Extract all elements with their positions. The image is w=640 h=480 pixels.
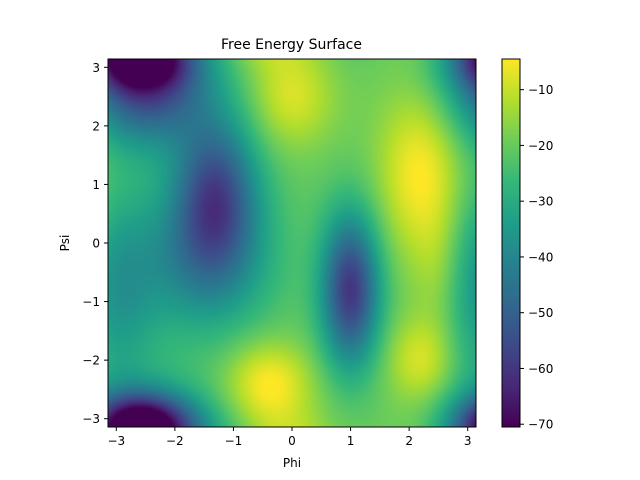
- y-tick-label: 3: [92, 61, 100, 75]
- colorbar-tick-label: −20: [528, 139, 553, 153]
- colorbar-tick-label: −70: [528, 418, 553, 432]
- y-tick-label: −3: [82, 412, 100, 426]
- y-tick-label: 2: [92, 119, 100, 133]
- x-tick-label: 3: [464, 434, 472, 448]
- heatmap-plot-area: [107, 58, 477, 428]
- y-tick-label: 1: [92, 178, 100, 192]
- colorbar-tick-label: −60: [528, 362, 553, 376]
- x-tick-label: 0: [288, 434, 296, 448]
- x-axis-ticks: −3 −2 −1 0 1 2 3: [107, 427, 472, 448]
- colorbar-frame: [501, 58, 521, 428]
- colorbar-tick-label: −50: [528, 306, 553, 320]
- x-tick-label: −3: [107, 434, 125, 448]
- x-axis-label: Phi: [283, 456, 301, 470]
- colorbar-tick-label: −10: [528, 83, 553, 97]
- x-tick-label: −1: [225, 434, 243, 448]
- x-tick-label: −2: [166, 434, 184, 448]
- y-tick-label: −1: [82, 295, 100, 309]
- x-tick-label: 1: [347, 434, 355, 448]
- y-axis-ticks: −3 −2 −1 0 1 2 3: [82, 61, 108, 426]
- colorbar-gradient: [502, 59, 520, 427]
- y-tick-label: −2: [82, 354, 100, 368]
- colorbar-tick-label: −30: [528, 195, 553, 209]
- colorbar-ticks: −70 −60 −50 −40 −30 −20 −10: [520, 83, 553, 432]
- x-tick-label: 2: [405, 434, 413, 448]
- colorbar-tick-label: −40: [528, 250, 553, 264]
- colorbar: −70 −60 −50 −40 −30 −20 −10: [501, 58, 553, 432]
- heatmap-image: [108, 59, 476, 427]
- y-tick-label: 0: [92, 237, 100, 251]
- chart-title: Free Energy Surface: [221, 37, 362, 53]
- y-axis-label: Psi: [58, 235, 72, 252]
